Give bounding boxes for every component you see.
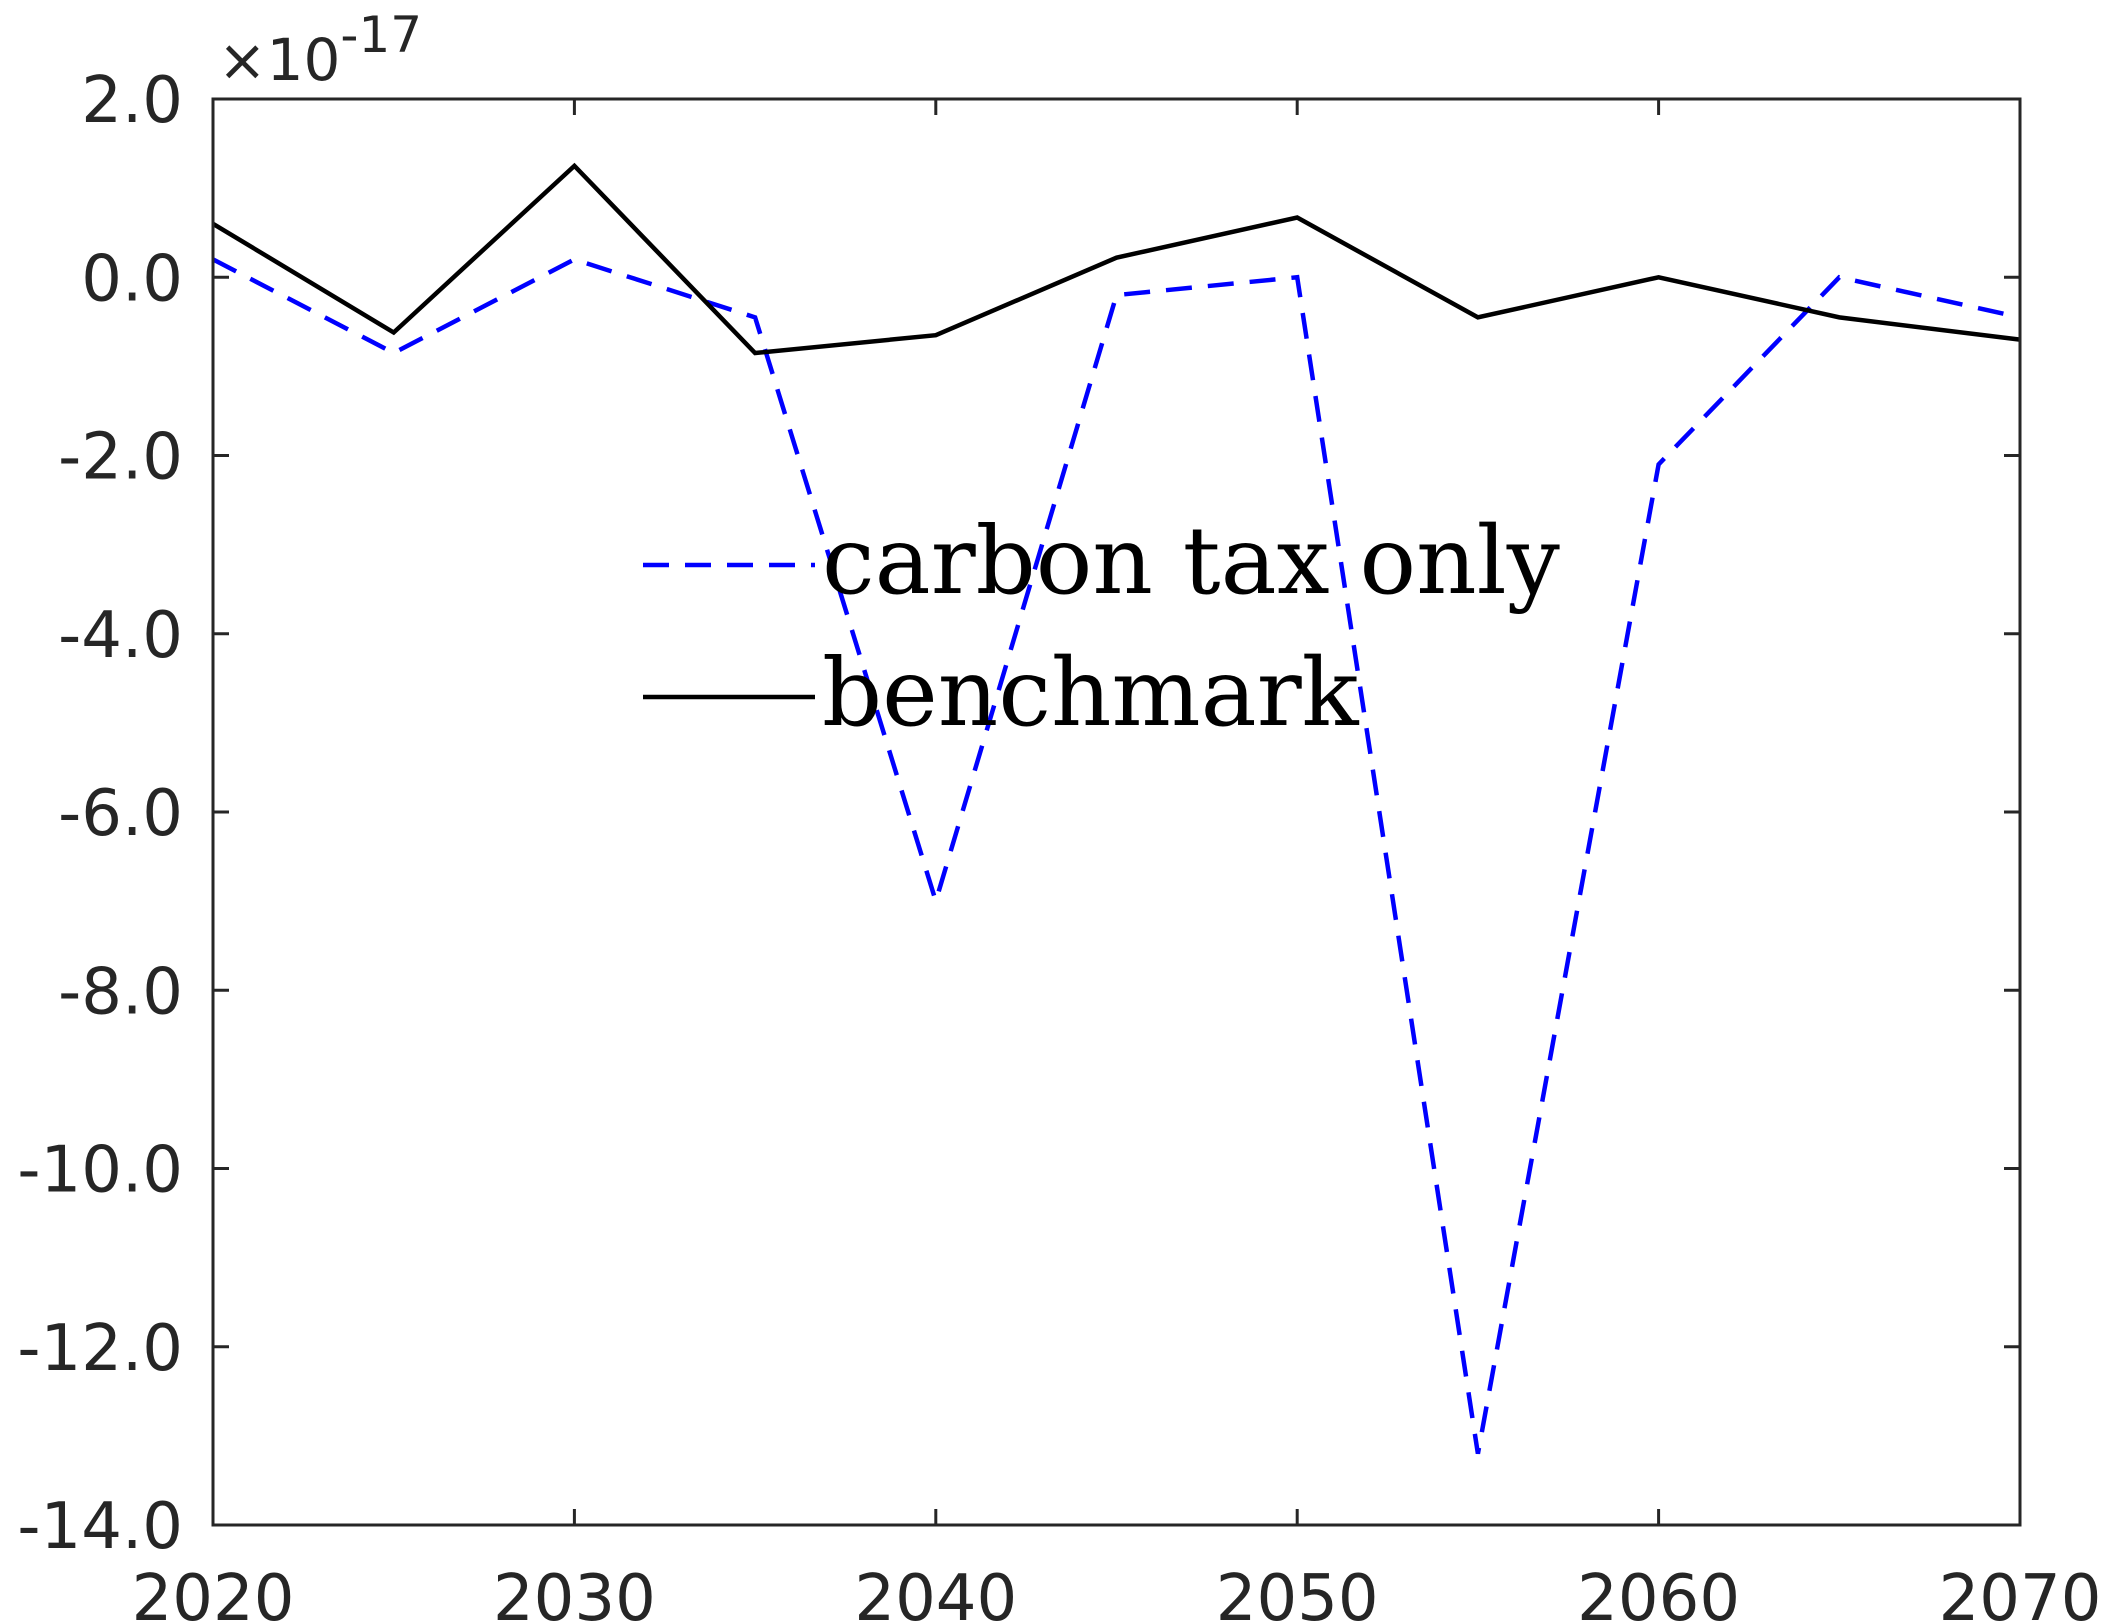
x-tick-label: 2070 — [1939, 1562, 2102, 1622]
y-tick-label: -10.0 — [17, 1134, 183, 1208]
legend: carbon tax only benchmark — [643, 507, 1560, 748]
y-tick-label: -6.0 — [58, 777, 183, 851]
legend-label-0: carbon tax only — [822, 507, 1560, 616]
y-tick-label: 0.0 — [81, 242, 183, 316]
axis-ticks: 2020 2030 2040 2050 2060 2070 2.0 0.0 -2.0 -4.0 -6… — [17, 64, 2101, 1622]
series-line-1 — [211, 162, 2021, 356]
y-tick-label: -2.0 — [58, 421, 183, 495]
y-tick-label: -8.0 — [58, 955, 183, 1029]
plot-area-frame — [211, 97, 2022, 1527]
x-tick-label: 2060 — [1577, 1562, 1740, 1622]
series-line-0 — [211, 256, 2021, 1455]
y-tick-label: -4.0 — [58, 599, 183, 673]
y-scale-label: ×10-17 — [218, 6, 422, 94]
y-tick-label: -14.0 — [17, 1490, 183, 1564]
x-tick-label: 2030 — [493, 1562, 656, 1622]
x-tick-label: 2020 — [132, 1562, 295, 1622]
legend-label-1: benchmark — [822, 639, 1360, 748]
y-tick-label: -12.0 — [17, 1312, 183, 1386]
x-tick-label: 2040 — [854, 1562, 1017, 1622]
y-scale-base: ×10 — [218, 26, 340, 94]
x-tick-label: 2050 — [1216, 1562, 1379, 1622]
y-scale-exponent: -17 — [340, 6, 422, 64]
series-layer — [211, 162, 2021, 1455]
y-tick-label: 2.0 — [81, 64, 183, 138]
